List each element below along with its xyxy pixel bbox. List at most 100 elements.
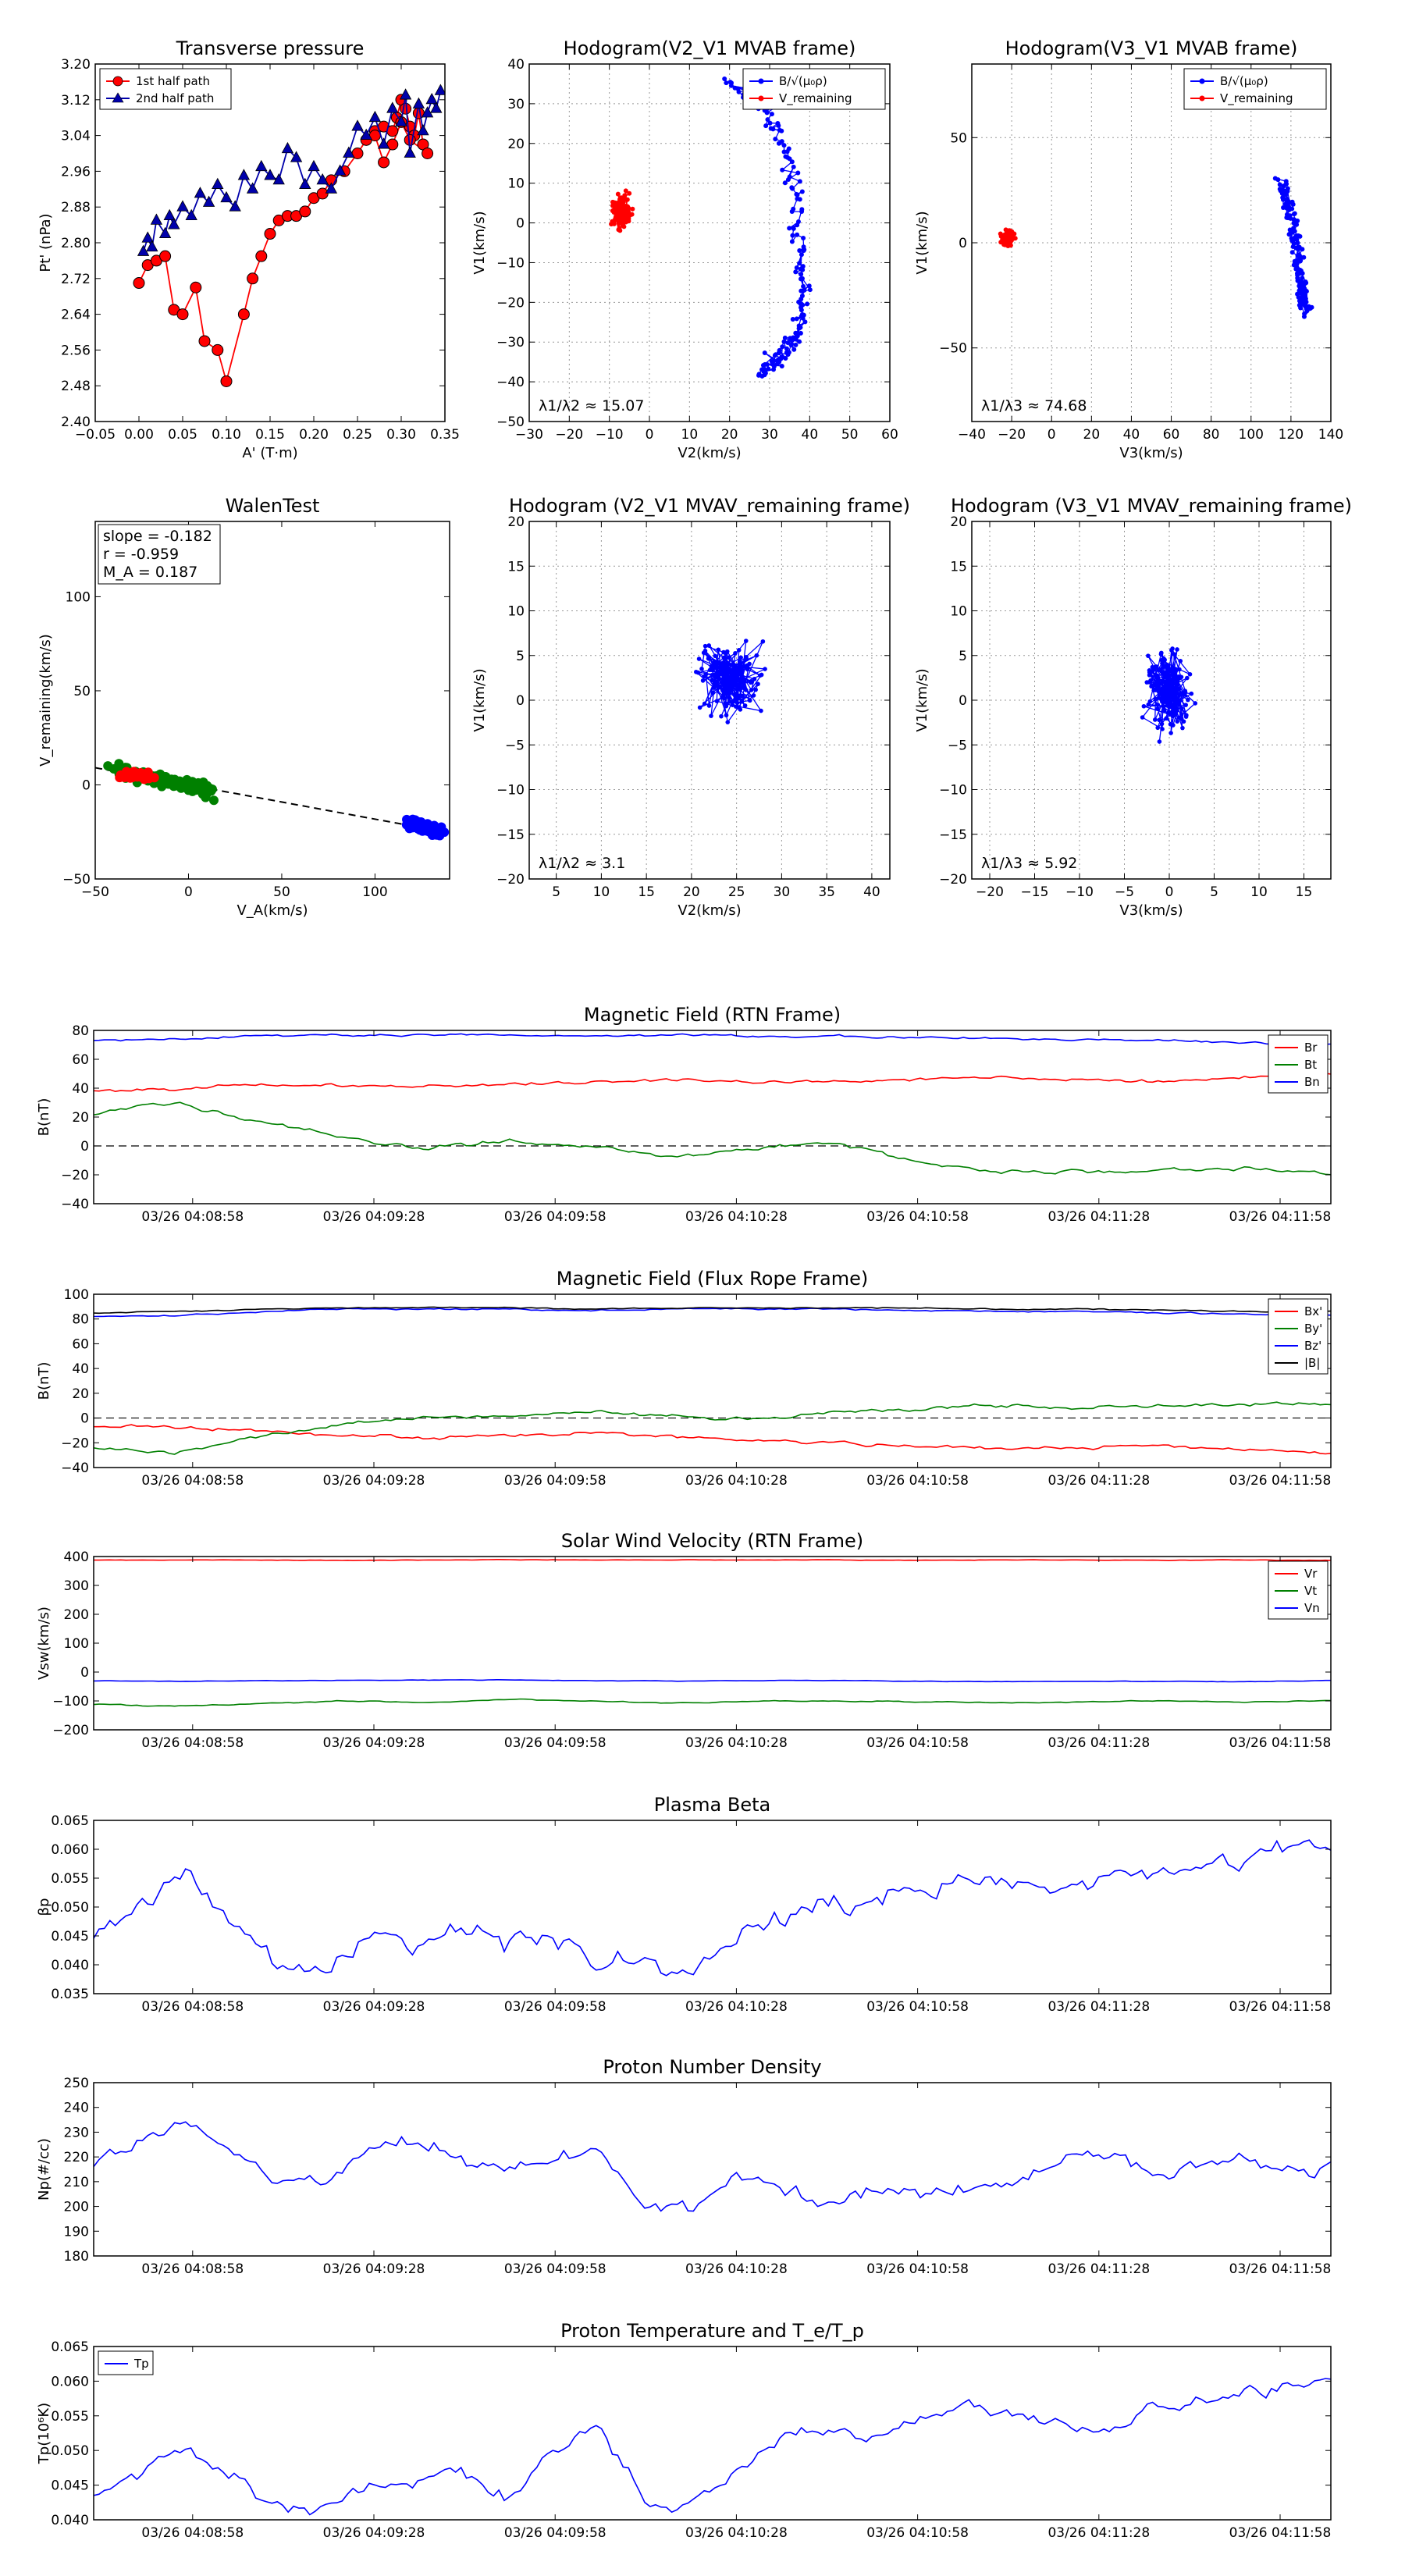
data-point [1164, 716, 1168, 721]
y-tick-label: 0.045 [51, 1929, 89, 1944]
x-tick-label: 10 [1250, 884, 1268, 900]
data-point [622, 193, 628, 198]
legend-label: V_remaining [1220, 91, 1293, 106]
data-point [1152, 717, 1158, 722]
y-tick-label: −15 [496, 827, 525, 843]
data-point [740, 694, 745, 699]
y-tick-label: 40 [72, 1361, 89, 1377]
data-point [212, 343, 224, 356]
data-point [796, 326, 802, 331]
chart-walen: WalenTest −50 0 50 100 −50 0 50 100 V_A(km/s) V_re… [37, 495, 450, 919]
y-axis-label: B(nT) [36, 1098, 52, 1137]
data-point [1161, 664, 1165, 670]
data-point [1161, 699, 1165, 705]
data-point [724, 674, 728, 678]
data-point [1280, 197, 1286, 202]
y-tick-label: 40 [72, 1081, 89, 1097]
data-point [759, 708, 763, 713]
data-point [724, 701, 729, 706]
data-point [1175, 719, 1180, 724]
data-point [1179, 706, 1184, 711]
data-point [1161, 680, 1167, 685]
chart-h3: Hodogram (V2_V1 MVAV_remaining frame) −20… [471, 495, 910, 919]
data-point [710, 668, 715, 673]
x-tick-label: 0.15 [255, 427, 285, 443]
y-tick-label: −50 [939, 341, 967, 357]
data-point [630, 206, 635, 212]
y-tick-label: 0.040 [51, 2513, 89, 2528]
data-point [724, 80, 729, 86]
data-point [733, 674, 738, 679]
data-point [702, 701, 707, 706]
data-point [779, 364, 784, 369]
data-point [752, 677, 757, 681]
x-tick-label: 0.30 [386, 427, 416, 443]
data-point [1309, 304, 1314, 310]
data-point [246, 182, 259, 194]
data-point [712, 685, 717, 690]
data-point [797, 179, 802, 184]
data-point [797, 261, 802, 266]
data-point [1160, 693, 1165, 699]
legend-frame [99, 68, 232, 110]
data-point [762, 350, 767, 356]
plot-frame [93, 1030, 1332, 1204]
data-point [404, 146, 416, 158]
data-point [1158, 652, 1164, 656]
data-point [1165, 702, 1170, 707]
x-tick-label: −40 [958, 427, 986, 443]
x-tick-label: 50 [273, 884, 290, 900]
data-point [738, 681, 743, 686]
data-point [1277, 182, 1282, 187]
data-point [255, 250, 268, 262]
y-tick-label: 100 [64, 1287, 89, 1303]
data-point [1179, 712, 1184, 717]
chart-title: Hodogram (V3_V1 MVAV_remaining frame) [951, 495, 1352, 517]
x-tick-label: 03/26 04:10:58 [866, 1473, 969, 1489]
y-axis-label: Vsw(km/s) [36, 1606, 52, 1680]
y-tick-label: 15 [950, 559, 967, 575]
data-point [733, 651, 738, 656]
x-tick-label: 5 [552, 884, 560, 900]
data-point [738, 672, 744, 677]
legend-label: Br [1304, 1041, 1318, 1055]
x-tick-label: 5 [1210, 884, 1218, 900]
data-point [185, 208, 197, 221]
x-tick-label: 03/26 04:08:58 [141, 2525, 244, 2541]
stats-line: M_A = 0.187 [103, 564, 197, 581]
data-point [728, 83, 734, 88]
data-point [806, 283, 812, 289]
data-point [290, 151, 303, 162]
data-point [790, 316, 795, 322]
data-point [1151, 688, 1156, 692]
chart-vsw: Solar Wind Velocity (RTN Frame) −200 −100 0… [36, 1530, 1332, 1751]
data-point [791, 226, 796, 231]
x-tick-label: 03/26 04:09:58 [504, 2525, 606, 2541]
data-point [740, 685, 745, 689]
data-point [1177, 667, 1182, 672]
x-axis-label: V3(km/s) [1119, 902, 1183, 919]
x-tick-label: 03/26 04:10:58 [866, 1735, 969, 1751]
data-point [751, 693, 756, 698]
legend: Tp [98, 2350, 154, 2375]
x-tick-label: 03/26 04:11:28 [1048, 1999, 1150, 2015]
data-point [1007, 230, 1012, 236]
data-point [753, 687, 758, 692]
data-point [1294, 262, 1300, 267]
data-point [799, 301, 804, 307]
y-tick-label: 400 [64, 1550, 89, 1565]
y-tick-label: 210 [64, 2175, 89, 2190]
plot-area-walen [95, 759, 450, 841]
data-point [1185, 675, 1190, 681]
x-tick-label: 03/26 04:10:58 [866, 1999, 969, 2015]
data-point [1148, 678, 1153, 683]
series-line-Bz' [94, 1308, 1331, 1318]
data-point [1183, 703, 1188, 707]
data-point [802, 319, 808, 325]
data-point [316, 187, 329, 200]
y-axis-label: V_remaining(km/s) [37, 634, 54, 767]
data-point [202, 781, 212, 791]
data-point [1189, 691, 1194, 696]
legend-frame [742, 68, 886, 110]
data-point [1299, 269, 1304, 275]
